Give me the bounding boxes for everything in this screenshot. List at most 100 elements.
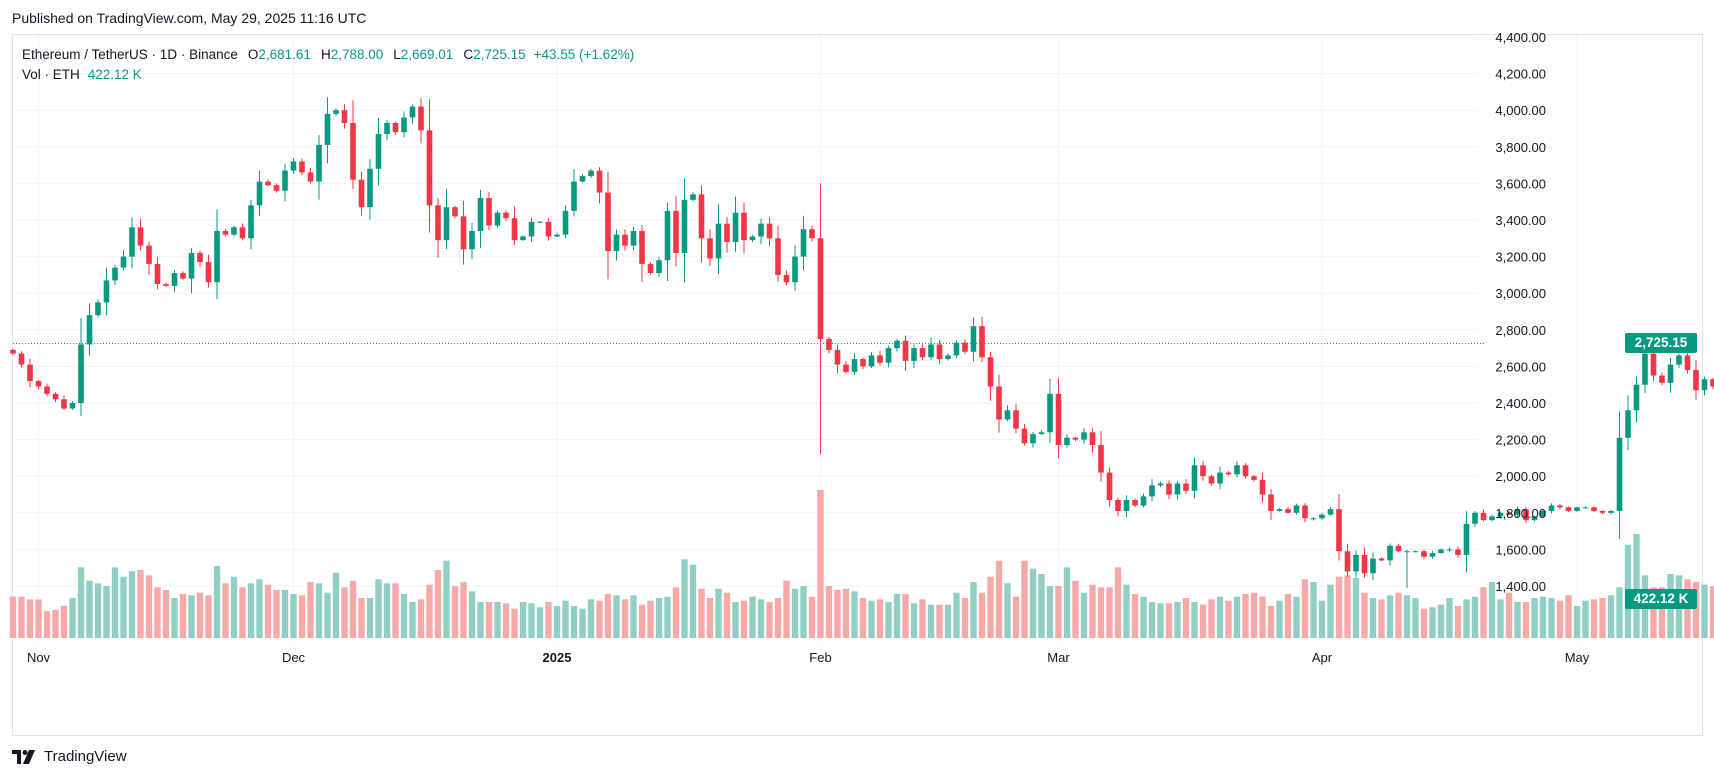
volume-bar [1191, 602, 1198, 638]
candle-body [1421, 551, 1427, 557]
volume-bar [723, 592, 731, 638]
volume-bar [732, 602, 739, 638]
volume-bar [332, 572, 340, 638]
volume-bar [298, 595, 306, 638]
volume-bar [1344, 575, 1351, 638]
volume-bar [1548, 598, 1555, 638]
volume-bar [536, 607, 544, 638]
volume-bar [52, 610, 59, 638]
volume-bar [978, 592, 986, 638]
candle-body [1455, 549, 1461, 555]
volume-bar [1633, 534, 1640, 638]
volume-bar [494, 602, 501, 638]
candle-body [1149, 485, 1155, 497]
candle-body [1038, 432, 1045, 435]
volume-bar [477, 602, 484, 638]
candle-body [792, 256, 798, 283]
candle-body [1429, 553, 1436, 557]
candle-body [1659, 375, 1665, 383]
symbol-title[interactable]: Ethereum / TetherUS · 1D · Binance [22, 47, 238, 62]
candle-body [962, 342, 968, 352]
volume-bar [1692, 582, 1700, 638]
candle-body [282, 170, 288, 191]
last-price-badge: 2,725.15 [1625, 333, 1697, 354]
candle-body [1633, 384, 1640, 411]
candle-body [1259, 479, 1266, 495]
candle-body [1684, 355, 1691, 371]
candle-body [588, 170, 594, 177]
volume-bar [171, 598, 178, 638]
volume-bar [451, 586, 459, 638]
candle-body [1293, 505, 1300, 513]
volume-bar [1522, 602, 1530, 638]
candle-body [137, 227, 144, 246]
volume-bar [1709, 586, 1714, 638]
volume-bar [953, 592, 960, 638]
candle-body [1336, 509, 1342, 552]
volume-bar [1114, 567, 1122, 638]
volume-bar [307, 582, 314, 638]
volume-bar [1556, 600, 1564, 638]
volume-bar [893, 594, 901, 638]
volume-bar [1658, 587, 1666, 638]
candle-body [1106, 472, 1113, 500]
candle-body [418, 106, 424, 131]
candle-body [1055, 393, 1062, 446]
candle-body [715, 223, 722, 259]
volume-bar [715, 588, 722, 638]
candle-body [129, 227, 135, 257]
volume-bars [9, 490, 1714, 638]
tradingview-brand[interactable]: TradingView [12, 748, 127, 765]
volume-bar [1123, 584, 1130, 638]
candle-body [1081, 432, 1087, 440]
volume-bar [1318, 600, 1326, 638]
candle-body [1132, 499, 1138, 506]
volume-bar [179, 594, 187, 638]
volume-bar [1684, 579, 1691, 638]
volume-bar [69, 598, 76, 638]
candle-body [1361, 554, 1368, 574]
volume-bar [766, 602, 773, 638]
candle-body [766, 223, 773, 239]
close-label: C [463, 47, 474, 62]
candle-body [749, 236, 756, 241]
volume-bar [1157, 603, 1164, 638]
candle-body [1174, 483, 1181, 495]
volume-bar [417, 599, 425, 638]
volume-bar [400, 594, 408, 638]
volume-label[interactable]: Vol · ETH [22, 67, 80, 82]
candle-body [1004, 410, 1011, 420]
volume-bar [927, 604, 935, 638]
candle-body [775, 238, 781, 275]
x-tick-label: May [1565, 650, 1590, 665]
y-tick-label: 3,600.00 [1495, 176, 1546, 191]
y-tick-label: 3,200.00 [1495, 250, 1546, 265]
low-value: 2,669.01 [400, 47, 454, 62]
candle-body [732, 212, 739, 242]
candle-body [248, 205, 254, 239]
candle-body [1676, 355, 1682, 365]
close-value: 2,725.15 [473, 47, 526, 62]
candle-body [1098, 445, 1104, 473]
volume-bar [26, 599, 34, 638]
volume-bar [247, 583, 255, 638]
candle-body [545, 221, 552, 237]
volume-bar [944, 604, 952, 638]
y-tick-label: 2,600.00 [1495, 359, 1546, 374]
candle-body [1387, 545, 1393, 561]
volume-bar [1174, 602, 1181, 638]
volume-bar [1488, 582, 1496, 638]
volume-bar [290, 594, 297, 638]
volume-bar [94, 583, 102, 638]
volume-bar [1701, 584, 1708, 638]
candle-body [630, 230, 637, 246]
volume-bar [902, 594, 909, 638]
volume-bar [128, 571, 136, 638]
candle-body [333, 110, 339, 114]
candle-body [894, 340, 900, 349]
volume-bar [1616, 587, 1623, 638]
volume-bar [1539, 596, 1547, 638]
candle-body [664, 210, 671, 261]
y-tick-label: 2,000.00 [1495, 469, 1546, 484]
